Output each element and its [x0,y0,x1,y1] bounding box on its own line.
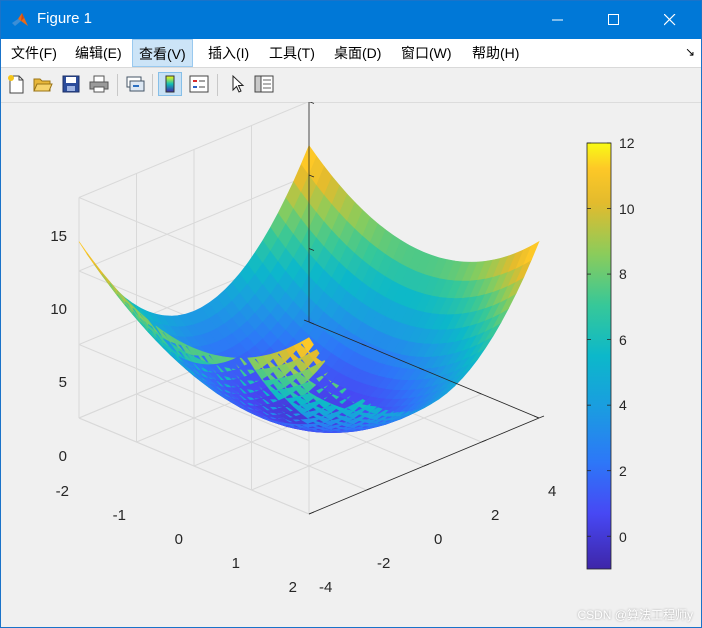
minimize-button[interactable] [531,1,585,39]
surface-patch [523,240,540,265]
save-icon [62,75,80,93]
z-tick [308,248,315,251]
grid-line [78,417,310,515]
y-tick-label: 2 [491,507,499,524]
z-tick [308,321,315,325]
watermark: CSDN @算法工程师y [577,608,693,622]
open-file-button[interactable] [31,72,55,96]
title-bar: Figure 1 [1,1,701,39]
menu-window[interactable]: 窗口(W) [401,45,452,61]
y-tick-label: -2 [377,555,390,572]
z-tick-label: 15 [50,228,67,245]
window-title: Figure 1 [37,10,93,27]
colorbar-tick-label: 2 [619,463,627,479]
z-tick-label: 5 [59,374,67,391]
toolbar-separator [117,74,118,96]
menu-view[interactable]: 查看(V) [132,39,193,67]
x-tick-label: 1 [232,555,240,572]
figure-canvas[interactable]: 15 10 5 0 -2 -1 0 1 2 -4 -2 0 2 4 12 10 … [1,102,701,627]
menu-bar: 文件(F) 编辑(E) 查看(V) 插入(I) 工具(T) 桌面(D) 窗口(W… [1,39,701,68]
surface-mesh [78,144,540,434]
x-tick [418,367,425,371]
grid-line [78,102,310,198]
z-tick-label: 0 [59,448,67,465]
x-tick-label: -1 [113,507,126,524]
menu-tools[interactable]: 工具(T) [269,45,315,61]
open-file-icon [33,78,53,92]
y-tick [366,487,372,491]
save-button[interactable] [59,72,83,96]
y-tick [481,439,487,443]
y-tick-label: 4 [548,483,556,500]
y-tick [423,463,430,467]
x-tick [476,391,482,395]
axes-front [303,102,545,515]
colorbar-tick-label: 12 [619,135,635,151]
y-tick-label: 0 [434,531,442,548]
new-figure-icon [8,75,24,94]
colorbar-icon [165,75,175,93]
colorbar-tick-label: 10 [619,201,635,217]
x-tick [303,319,310,323]
pointer-button[interactable] [225,72,249,96]
z-tick [308,174,315,178]
y-tick-label: -4 [319,579,332,596]
menu-desktop[interactable]: 桌面(D) [334,45,382,61]
grid-line [78,344,310,441]
print-button[interactable] [87,72,111,96]
colorbar-tick-label: 6 [619,332,627,348]
toolbar-separator [152,74,153,96]
new-figure-button[interactable] [4,72,28,96]
maximize-button[interactable] [587,1,641,39]
grid-line [78,174,310,272]
colorbar-tick-label: 8 [619,266,627,282]
colorbar-ticks [587,142,611,537]
menu-insert[interactable]: 插入(I) [208,45,250,61]
close-button[interactable] [643,1,697,39]
colorbar-tick-label: 0 [619,529,627,545]
z-tick [309,102,315,104]
matlab-icon [12,13,28,26]
toolbar [1,68,701,103]
x-tick [533,415,540,419]
minimize-icon [552,19,563,21]
colorbar[interactable] [586,142,612,570]
colorbar-button[interactable] [158,72,182,96]
close-icon [664,14,676,26]
x-tick-label: 2 [289,579,297,596]
menu-help[interactable]: 帮助(H) [472,45,520,61]
legend-button[interactable] [187,72,211,96]
x-tick-label: 0 [175,531,183,548]
link-plot-button[interactable] [123,72,147,96]
legend-icon [189,75,209,93]
property-editor-icon [254,75,274,93]
property-editor-button[interactable] [252,72,276,96]
surface-plot[interactable]: 15 10 5 0 -2 -1 0 1 2 -4 -2 0 2 4 12 10 … [1,102,701,627]
pointer-icon [232,74,245,93]
z-tick-label: 10 [50,301,67,318]
print-icon [89,75,109,93]
y-tick [538,415,545,419]
menu-edit[interactable]: 编辑(E) [75,45,122,61]
toolbar-separator [217,74,218,96]
maximize-icon [608,14,619,25]
y-tick [308,511,315,515]
link-plot-icon [126,76,145,92]
x-tick-label: -2 [56,483,69,500]
dock-arrow-icon[interactable]: ↘ [684,45,695,59]
x-tick [361,343,367,347]
colorbar-tick-label: 4 [619,397,627,413]
menu-file[interactable]: 文件(F) [11,45,57,61]
